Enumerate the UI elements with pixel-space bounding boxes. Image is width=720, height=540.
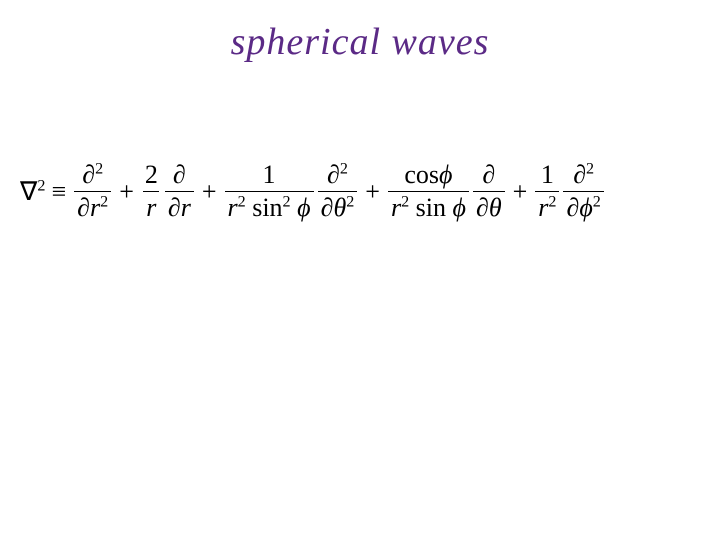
t2-den: ∂r [165,191,194,223]
t5-num-sup: 2 [586,160,594,177]
term-1-den: ∂r2 [74,191,111,223]
t4-r-sup: 2 [401,193,409,210]
t2-pref-num: 2 [142,160,161,191]
t1-num-partial: ∂ [82,160,95,189]
t4-den-partial: ∂ [476,193,489,222]
t3-num-sup: 2 [340,160,348,177]
equiv-symbol: ≡ [51,177,66,207]
t3-pref-num: 1 [260,160,279,191]
t4-phi: ϕ [452,193,465,222]
t4-r: r [391,193,401,222]
term-2-prefactor: 2 r [142,160,161,223]
t3-den: ∂θ2 [318,191,358,223]
t2-den-var: r [181,193,191,222]
t5-den-var: ϕ [579,193,592,222]
t3-phi: ϕ [297,193,310,222]
t5-den-sup: 2 [593,193,601,210]
t3-sin-sup: 2 [283,193,291,210]
t1-den-var: r [90,193,100,222]
t2-den-partial: ∂ [168,193,181,222]
t3-den-var: θ [333,193,346,222]
term-5-prefactor: 1 r2 [535,160,559,223]
page-title: spherical waves [0,20,720,64]
t3-num-partial: ∂ [327,160,340,189]
t4-sin: sin [416,193,446,222]
term-3-deriv: ∂2 ∂θ2 [318,160,358,223]
t1-den-sup: 2 [100,193,108,210]
t3-den-partial: ∂ [321,193,334,222]
t5-r-sup: 2 [548,193,556,210]
t5-pref-den: r2 [535,191,559,223]
t3-num: ∂2 [324,160,351,191]
plus-2: + [202,177,217,207]
term-3-prefactor: 1 r2 sin2 ϕ [225,160,314,223]
term-1-num: ∂2 [79,160,106,191]
nabla-symbol: ∇2 [20,177,45,207]
t1-num-sup: 2 [95,160,103,177]
plus-4: + [513,177,528,207]
t4-pref-num: cosϕ [401,160,455,191]
t4-pref-den: r2 sin ϕ [388,191,469,223]
t3-r: r [228,193,238,222]
t3-sin: sin [252,193,282,222]
term-1: ∂2 ∂r2 [74,160,111,223]
nabla-sup: 2 [37,177,45,194]
t2-pref-den: r [143,191,159,223]
plus-3: + [365,177,380,207]
t3-pref-den: r2 sin2 ϕ [225,191,314,223]
t5-num-partial: ∂ [573,160,586,189]
t4-num-partial: ∂ [479,160,498,191]
term-4-deriv: ∂ ∂θ [473,160,505,223]
t4-cos-arg: ϕ [439,160,452,189]
t4-den-var: θ [489,193,502,222]
t5-r: r [538,193,548,222]
t5-num: ∂2 [570,160,597,191]
term-2-deriv: ∂ ∂r [165,160,194,223]
t4-cos: cos [404,160,439,189]
term-4-prefactor: cosϕ r2 sin ϕ [388,160,469,223]
term-5-deriv: ∂2 ∂ϕ2 [563,160,603,223]
t3-den-sup: 2 [346,193,354,210]
t5-pref-num: 1 [538,160,557,191]
t5-den-partial: ∂ [566,193,579,222]
t1-den-partial: ∂ [77,193,90,222]
t3-r-sup: 2 [238,193,246,210]
title-text: spherical waves [231,21,490,63]
t5-den: ∂ϕ2 [563,191,603,223]
nabla: ∇ [20,177,37,206]
plus-1: + [119,177,134,207]
t4-den: ∂θ [473,191,505,223]
laplacian-equation: ∇2 ≡ ∂2 ∂r2 + 2 r ∂ ∂r + 1 r2 sin2 ϕ ∂2 … [20,160,700,223]
t2-num-partial: ∂ [170,160,189,191]
